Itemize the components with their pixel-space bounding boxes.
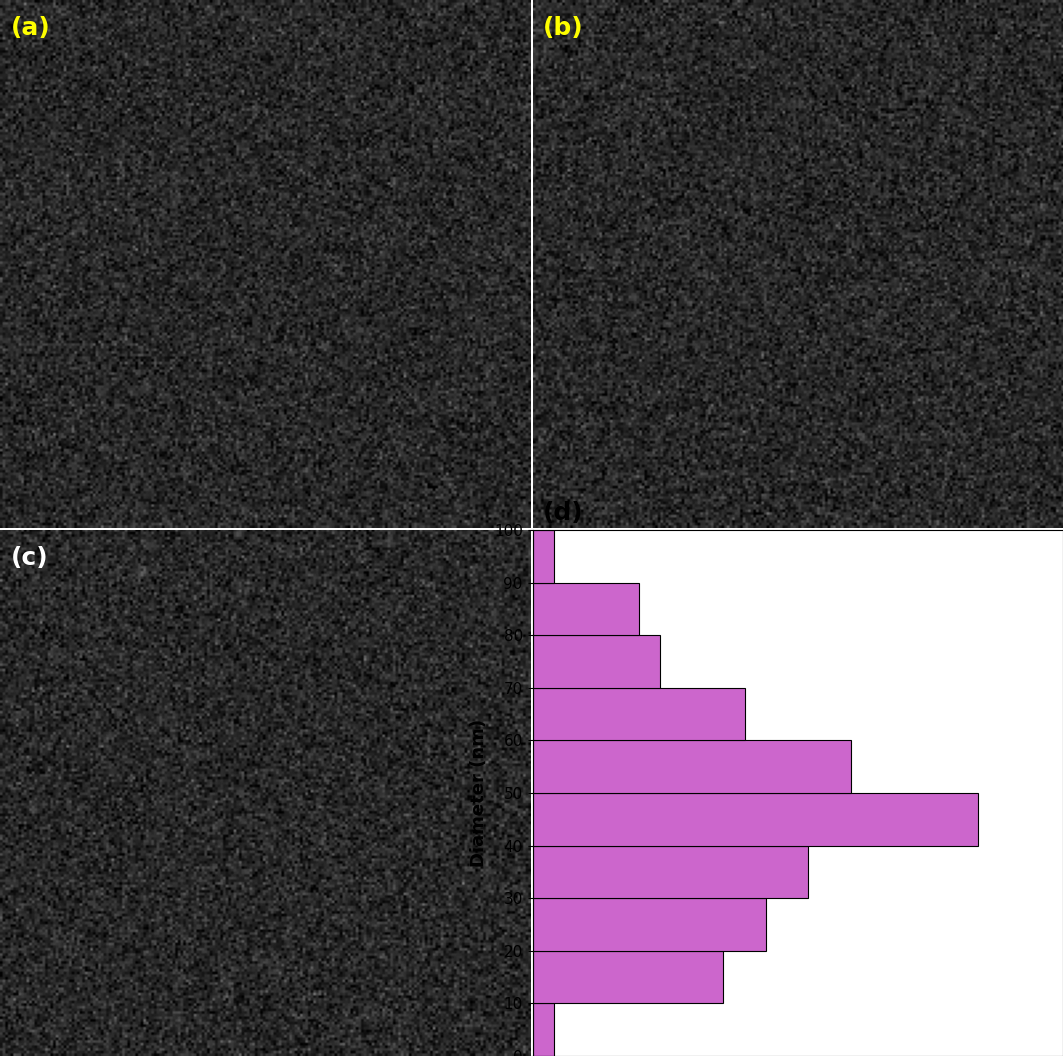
- Bar: [533, 740, 850, 793]
- Bar: [533, 846, 808, 899]
- Text: (a): (a): [11, 16, 50, 40]
- Bar: [533, 793, 978, 846]
- Bar: [533, 687, 745, 740]
- Bar: [533, 950, 724, 1003]
- Text: (b): (b): [543, 16, 584, 40]
- Bar: [533, 899, 766, 950]
- Bar: [533, 530, 554, 583]
- Bar: [533, 583, 639, 635]
- Bar: [533, 1003, 554, 1056]
- Y-axis label: Diameter (nm): Diameter (nm): [470, 719, 488, 867]
- Bar: [533, 635, 660, 687]
- Text: (c): (c): [11, 546, 48, 570]
- Text: (d): (d): [543, 501, 584, 525]
